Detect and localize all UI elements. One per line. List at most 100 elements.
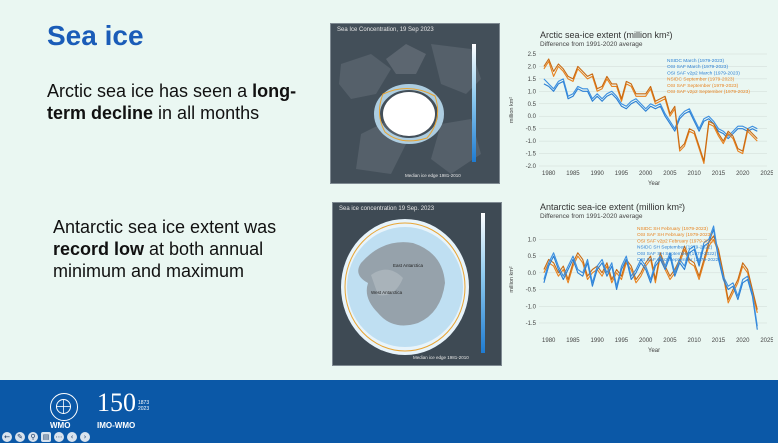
- series-line-0-2: [543, 60, 758, 165]
- antarctic-chart: -1.5 -1.0 -0.5 0.0 0.5 1.0 1980 1985 1990 1995 200…: [509, 225, 773, 354]
- wmo-logo-icon: [50, 393, 78, 421]
- y-tick-label: 0.5: [528, 254, 537, 260]
- legend-entry: NSIDC September (1979-2023): [667, 77, 735, 83]
- y-tick-label: 0.5: [528, 102, 537, 108]
- arctic-chart-subtitle: Difference from 1991-2020 average: [540, 41, 643, 48]
- series-line-1-3: [543, 225, 758, 327]
- antarctic-text-bold: record low: [53, 239, 145, 259]
- series-line-0-1: [543, 78, 758, 137]
- y-tick-label: -1.0: [526, 304, 537, 310]
- antarctic-chart-subtitle: Difference from 1991-2020 average: [540, 213, 643, 220]
- arctic-text-part1: Arctic sea ice has seen a: [47, 81, 253, 101]
- y-tick-label: -0.5: [526, 127, 537, 133]
- y-tick-label: 0.0: [528, 114, 537, 120]
- legend-entry: OSI SAF September (1979-2023): [667, 83, 739, 89]
- y-axis-label: million km²: [509, 266, 515, 292]
- label-west-antarctica: West Antarctica: [371, 290, 403, 295]
- arctic-chart-title: Arctic sea-ice extent (million km²): [540, 30, 673, 40]
- series-line-0-0: [543, 80, 758, 140]
- prev-icon[interactable]: ‹: [67, 432, 77, 442]
- antarctic-map: Sea ice concentration 19 Sep. 2023 East …: [332, 202, 502, 366]
- legend-entry: OSI SAF v2p2 September (1979-2023): [667, 89, 750, 95]
- x-tick-label: 2015: [712, 171, 726, 177]
- x-tick-label: 2000: [639, 171, 653, 177]
- y-tick-label: 0.0: [528, 271, 537, 277]
- slide-title: Sea ice: [47, 20, 144, 51]
- more-icon[interactable]: ⋯: [54, 432, 64, 442]
- legend-entry: OSI SAF v2p2 September (1979-2022): [637, 257, 720, 263]
- antarctic-map-legend: Median ice edge 1981-2010: [413, 355, 469, 360]
- arctic-ice-core: [383, 92, 435, 136]
- footer-bar: [0, 380, 778, 431]
- legend-entry: OSI SAF SH September (1979-2022): [637, 251, 717, 257]
- y-axis-label: million km²: [509, 97, 515, 123]
- y-tick-label: -2.0: [526, 164, 537, 170]
- x-tick-label: 2010: [688, 171, 702, 177]
- series-line-1-1: [543, 235, 758, 310]
- x-tick-label: 2015: [712, 338, 726, 344]
- x-tick-label: 1985: [566, 171, 580, 177]
- antarctic-map-image: [333, 203, 501, 365]
- legend-entry: OSI SAF SH February (1979-2023): [637, 232, 712, 238]
- y-tick-label: -1.5: [526, 152, 537, 158]
- legend-entry: OSI SAF v2p2 February (1979-2023): [637, 238, 716, 244]
- slide: Sea ice Arctic sea ice has seen a long-t…: [47, 20, 773, 366]
- x-tick-label: 2005: [663, 338, 677, 344]
- antarctic-text: Antarctic sea ice extent was record low …: [53, 216, 298, 282]
- x-tick-label: 2025: [760, 171, 773, 177]
- antarctic-map-title: Sea ice concentration 19 Sep. 2023: [339, 206, 435, 212]
- x-tick-label: 1990: [591, 171, 605, 177]
- series-line-1-2: [543, 228, 758, 330]
- arctic-map-title: Sea Ice Concentration, 19 Sep 2023: [337, 27, 434, 33]
- y-tick-label: 1.0: [528, 237, 537, 243]
- x-tick-label: 1995: [615, 171, 629, 177]
- arctic-text: Arctic sea ice has seen a long-term decl…: [47, 80, 297, 124]
- y-tick-label: -1.0: [526, 139, 537, 145]
- antarctic-text-part2: at both annual minimum and maximum: [53, 239, 264, 281]
- x-tick-label: 1990: [591, 338, 605, 344]
- back-icon[interactable]: ←: [2, 432, 12, 442]
- antarctic-text-part1: Antarctic sea ice extent was: [53, 217, 277, 237]
- legend-entry: NSIDC SH September (1979-2022): [637, 245, 713, 251]
- x-tick-label: 2010: [688, 338, 702, 344]
- antarctic-colorbar: [481, 213, 485, 353]
- arctic-chart: -2.0 -1.5 -1.0 -0.5 0.0 0.5 1.0 1.5 2.0 2.5 1980 19…: [509, 52, 773, 187]
- anniversary-org: IMO-WMO: [97, 421, 136, 430]
- arctic-map-legend: Median ice edge 1981-2010: [405, 173, 461, 178]
- y-tick-label: -0.5: [526, 288, 537, 294]
- anniversary-years: 1873 2023: [138, 400, 150, 412]
- legend-entry: NSIDC SH February (1979-2023): [637, 226, 708, 232]
- x-axis-label: Year: [648, 181, 660, 187]
- y-tick-label: 1.0: [528, 89, 537, 95]
- anniversary-logo: 150: [97, 388, 136, 417]
- arctic-text-part2: in all months: [153, 103, 260, 123]
- legend-entry: OSI SAF March (1979-2023): [667, 64, 728, 70]
- x-tick-label: 2020: [736, 171, 750, 177]
- next-icon[interactable]: ›: [80, 432, 90, 442]
- arctic-colorbar: [472, 44, 476, 162]
- x-tick-label: 1985: [566, 338, 580, 344]
- series-line-0-3: [543, 58, 758, 162]
- y-tick-label: 2.0: [528, 64, 537, 70]
- x-tick-label: 2020: [736, 338, 750, 344]
- pen-icon[interactable]: ✎: [15, 432, 25, 442]
- y-tick-label: -1.5: [526, 321, 537, 327]
- subtitle-icon[interactable]: ▤: [41, 432, 51, 442]
- zoom-icon[interactable]: ⚲: [28, 432, 38, 442]
- x-tick-label: 2025: [760, 338, 773, 344]
- arctic-text-bold: long-term decline: [47, 81, 297, 123]
- x-tick-label: 1995: [615, 338, 629, 344]
- legend-entry: OSI SAF v2p2 March (1979-2023): [667, 70, 740, 76]
- x-axis-label: Year: [648, 348, 660, 354]
- x-tick-label: 1980: [542, 171, 556, 177]
- legend-entry: NSIDC March (1979-2023): [667, 58, 724, 64]
- x-tick-label: 2005: [663, 171, 677, 177]
- label-east-antarctica: East Antarctica: [393, 263, 424, 268]
- arctic-map: Sea Ice Concentration, 19 Sep 2023 Media…: [330, 23, 500, 184]
- antarctic-chart-title: Antarctic sea-ice extent (million km²): [540, 202, 686, 212]
- x-tick-label: 2000: [639, 338, 653, 344]
- presenter-toolbar: [0, 431, 778, 443]
- x-tick-label: 1980: [542, 338, 556, 344]
- y-tick-label: 1.5: [528, 77, 537, 83]
- arctic-map-image: [331, 24, 499, 183]
